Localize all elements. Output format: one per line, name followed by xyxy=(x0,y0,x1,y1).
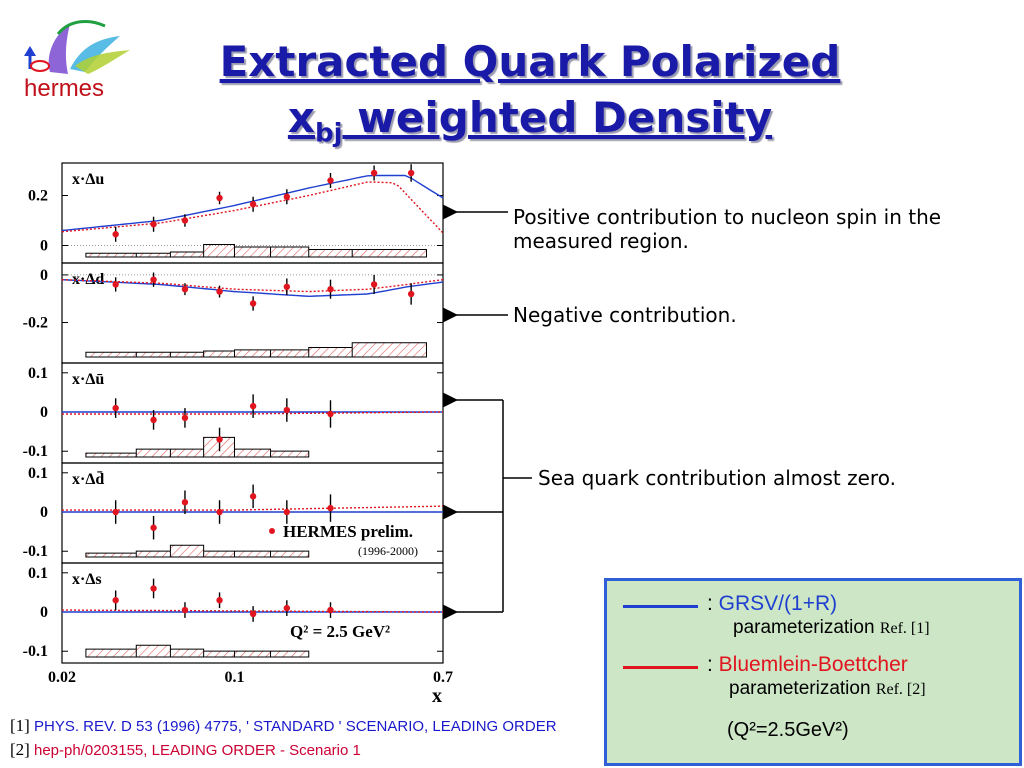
x-tick-label: 0.02 xyxy=(48,669,76,686)
y-tick-label: 0.1 xyxy=(28,365,48,382)
data-point xyxy=(150,524,157,531)
data-point xyxy=(216,436,223,443)
data-point xyxy=(112,404,119,412)
grsv-curve xyxy=(61,279,444,298)
y-tick-label: 0.2 xyxy=(28,188,48,205)
y-tick-label: 0 xyxy=(40,604,48,621)
panel-label: x·Δd̄ xyxy=(72,469,104,488)
panel-label: x·Δd xyxy=(72,271,104,288)
data-point xyxy=(150,276,157,283)
svg-text:hermes: hermes xyxy=(24,75,104,102)
data-point xyxy=(216,508,223,516)
y-tick-label: 0 xyxy=(40,238,48,255)
y-tick-label: -0.1 xyxy=(23,443,48,460)
y-tick-label: 0 xyxy=(40,404,48,421)
negative-note: Negative contribution. xyxy=(513,303,737,327)
data-point xyxy=(181,414,189,422)
data-point xyxy=(181,285,189,293)
y-tick-label: -0.2 xyxy=(23,315,48,332)
data-point xyxy=(283,406,291,414)
grsv-desc: parameterization Ref. [1] xyxy=(733,617,930,638)
data-point xyxy=(181,606,189,614)
data-point xyxy=(181,217,189,224)
data-point xyxy=(327,285,334,293)
title-line-1: Extracted Quark Polarized xyxy=(219,37,841,86)
data-point xyxy=(216,194,223,202)
bb-curve xyxy=(62,411,444,415)
y-tick-label: 0 xyxy=(40,504,48,521)
y-tick-label: 0.1 xyxy=(28,465,48,482)
x-tick-label: 0.1 xyxy=(224,669,244,686)
annotation-arrows xyxy=(443,204,532,620)
x-tick-label: 0.7 xyxy=(433,669,453,686)
data-point xyxy=(112,231,119,238)
grsv-label: : GRSV/(1+R) xyxy=(707,592,838,615)
data-point xyxy=(216,288,223,295)
systematic-band xyxy=(85,436,310,458)
data-point xyxy=(283,193,291,200)
data-point xyxy=(370,169,378,177)
data-point xyxy=(327,410,334,418)
bb-desc: parameterization Ref. [2] xyxy=(729,678,926,699)
panel-label: x·Δs xyxy=(72,571,102,588)
y-tick-label: 0.1 xyxy=(28,565,48,582)
sea-note: Sea quark contribution almost zero. xyxy=(538,466,896,490)
data-point xyxy=(370,281,378,288)
data-point xyxy=(216,597,223,604)
data-point xyxy=(283,604,291,612)
systematic-band xyxy=(85,544,310,558)
panel-label: x·Δu xyxy=(72,171,104,188)
bb-line-swatch xyxy=(623,666,698,669)
bb-curve xyxy=(62,505,444,511)
grsv-line-swatch xyxy=(623,605,698,608)
hermes-logo: hermes xyxy=(10,14,135,104)
data-point xyxy=(112,508,119,516)
bb-label: : Bluemlein-Boettcher xyxy=(707,653,908,676)
data-point xyxy=(249,610,257,618)
reference-1: [1] PHYS. REV. D 53 (1996) 4775, ' STAND… xyxy=(10,716,557,735)
hermes-period: (1996-2000) xyxy=(358,544,418,558)
bb-curve xyxy=(61,279,444,293)
data-point xyxy=(407,169,415,177)
data-point xyxy=(327,504,334,512)
positive-note: Positive contribution to nucleon spin in… xyxy=(513,205,942,253)
data-point xyxy=(249,402,257,410)
hermes-marker xyxy=(269,528,275,534)
legend-box: : GRSV/(1+R) parameterization Ref. [1] :… xyxy=(604,578,1022,766)
data-point xyxy=(249,300,257,307)
systematic-band xyxy=(85,342,427,358)
data-point xyxy=(112,281,119,288)
data-point xyxy=(150,221,157,228)
title-line-2: xbj weighted Density xyxy=(287,93,773,149)
q2-label: Q² = 2.5 GeV² xyxy=(290,622,390,641)
y-tick-label: 0 xyxy=(40,267,48,284)
data-point xyxy=(249,493,257,500)
q2-note: (Q²=2.5GeV²) xyxy=(727,719,849,741)
data-point xyxy=(150,416,157,424)
data-point xyxy=(327,606,334,614)
reference-2: [2] hep-ph/0203155, LEADING ORDER - Scen… xyxy=(10,740,361,759)
polarized-density-plot: x·Δu 0.2 0 x·Δd 0 -0.2 x·Δū 0.1 0 -0.1 x·Δd̄ 0.1 0 -0… xyxy=(23,162,453,707)
data-point xyxy=(327,177,334,184)
systematic-band xyxy=(85,644,310,658)
y-tick-label: -0.1 xyxy=(23,543,48,560)
data-point xyxy=(150,585,157,592)
data-point xyxy=(407,290,415,298)
x-axis-label: x xyxy=(432,685,442,707)
slide-title: Extracted Quark Polarized xbj weighted D… xyxy=(160,34,900,161)
y-tick-label: -0.1 xyxy=(23,643,48,660)
data-point xyxy=(249,201,257,208)
data-point xyxy=(112,597,119,604)
bb-curve xyxy=(62,609,443,613)
hermes-label: HERMES prelim. xyxy=(283,522,413,541)
data-point xyxy=(283,508,291,516)
data-point xyxy=(181,499,189,506)
systematic-band xyxy=(85,244,427,258)
data-point xyxy=(283,283,291,291)
panel-label: x·Δū xyxy=(72,371,104,388)
